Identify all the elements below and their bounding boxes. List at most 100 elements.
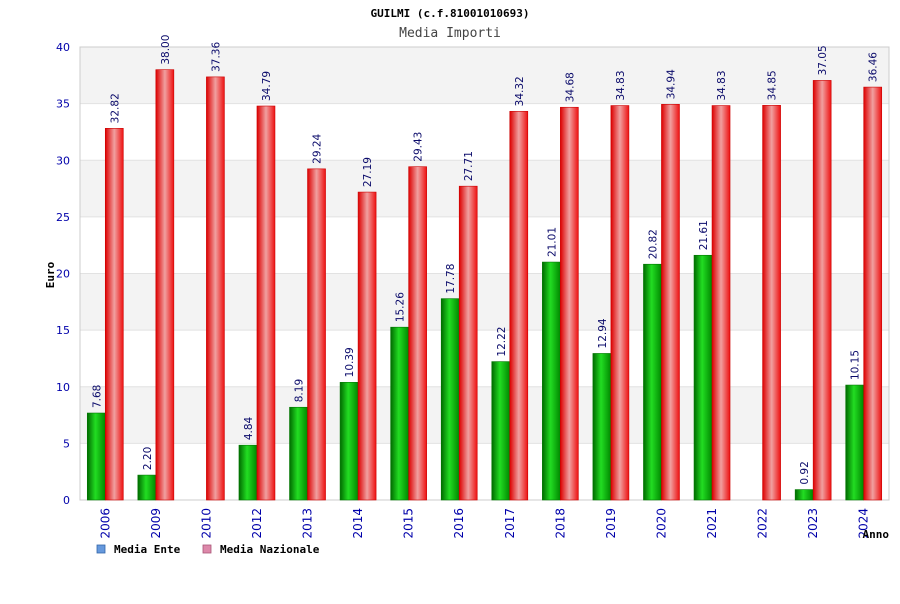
y-axis: 0 5 10 15 20 25 30 35 40	[56, 41, 70, 507]
data-label: 37.05	[817, 45, 829, 75]
x-tick-label: 2023	[806, 508, 820, 539]
x-tick-label: 2009	[149, 508, 163, 539]
data-label: 15.26	[395, 292, 407, 322]
bar-media-ente	[289, 406, 308, 501]
y-tick-label: 20	[56, 268, 70, 281]
x-tick-label: 2019	[604, 508, 618, 539]
data-label: 37.36	[210, 42, 222, 72]
bar-media-nazionale	[509, 111, 529, 501]
data-labels: 7.68 32.82 2.20 38.00 37.36 4.84 34.79 8.19 29.2…	[91, 35, 879, 485]
y-tick-label: 35	[56, 98, 70, 111]
x-axis: 2006 2009 2010 2012 2013 2014 2015 2016 2017 2018…	[98, 508, 870, 539]
bar-media-ente	[137, 474, 157, 501]
legend: Media Ente Media Nazionale	[96, 543, 320, 556]
data-label: 7.68	[91, 385, 103, 408]
bars	[86, 69, 883, 501]
data-label: 0.92	[799, 461, 811, 484]
data-label: 29.24	[312, 133, 324, 163]
bar-media-ente	[390, 326, 409, 501]
legend-swatch-nazionale	[202, 544, 212, 554]
data-label: 2.20	[142, 447, 154, 470]
bar-media-ente	[86, 412, 106, 501]
data-label: 34.83	[615, 70, 627, 100]
bar-media-ente	[592, 353, 612, 501]
x-tick-label: 2010	[199, 508, 213, 539]
data-label: 27.19	[362, 157, 374, 187]
x-tick-label: 2012	[250, 508, 264, 539]
data-label: 12.94	[597, 318, 609, 348]
bar-media-nazionale	[610, 105, 630, 501]
x-tick-label: 2017	[503, 508, 517, 539]
y-tick-label: 5	[63, 437, 70, 450]
data-label: 34.32	[514, 76, 526, 106]
y-tick-label: 25	[56, 211, 70, 224]
bar-media-nazionale	[661, 104, 680, 501]
y-tick-label: 15	[56, 324, 70, 337]
x-tick-label: 2015	[402, 508, 416, 539]
data-label: 12.22	[496, 327, 508, 357]
bar-media-ente	[491, 361, 511, 501]
data-label: 17.78	[445, 264, 457, 294]
x-tick-label: 2014	[351, 508, 365, 539]
data-label: 34.83	[716, 70, 728, 100]
bar-media-nazionale	[206, 76, 225, 501]
data-label: 32.82	[109, 93, 121, 123]
x-tick-label: 2020	[654, 508, 668, 539]
bar-media-nazionale	[711, 105, 731, 501]
legend-label-nazionale: Media Nazionale	[220, 543, 320, 556]
bar-media-nazionale	[408, 166, 427, 501]
chart-title: GUILMI (c.f.81001010693)	[371, 7, 530, 20]
bar-media-ente	[794, 489, 814, 501]
bar-media-nazionale	[812, 80, 832, 501]
bar-media-ente	[693, 254, 713, 501]
y-axis-title: Euro	[44, 261, 57, 288]
bar-media-nazionale	[357, 191, 377, 501]
legend-label-ente: Media Ente	[114, 543, 181, 556]
x-tick-label: 2016	[452, 508, 466, 539]
data-label: 38.00	[160, 35, 172, 65]
x-tick-label: 2022	[756, 508, 770, 539]
y-tick-label: 0	[63, 494, 70, 507]
x-tick-label: 2018	[553, 508, 567, 539]
y-tick-label: 10	[56, 381, 70, 394]
data-label: 36.46	[868, 52, 880, 82]
bar-media-nazionale	[762, 105, 781, 501]
bar-media-ente	[542, 261, 561, 501]
bar-media-nazionale	[863, 86, 883, 501]
bar-media-ente	[339, 382, 359, 501]
bar-media-nazionale	[104, 128, 124, 501]
bar-media-nazionale	[560, 106, 579, 501]
bar-media-nazionale	[155, 69, 175, 501]
bar-media-nazionale	[458, 185, 478, 501]
bar-media-ente	[238, 444, 258, 501]
x-tick-label: 2021	[705, 508, 719, 539]
data-label: 34.85	[767, 70, 779, 100]
bar-media-ente	[440, 298, 460, 501]
data-label: 34.68	[564, 72, 576, 102]
data-label: 34.94	[665, 69, 677, 99]
y-tick-label: 40	[56, 41, 70, 54]
data-label: 4.84	[243, 416, 255, 440]
bar-media-nazionale	[256, 105, 276, 501]
bar-media-nazionale	[307, 168, 326, 501]
data-label: 27.71	[463, 151, 475, 181]
x-tick-label: 2006	[98, 508, 112, 539]
x-tick-label: 2013	[301, 508, 315, 539]
bar-media-ente	[643, 263, 662, 501]
y-tick-label: 30	[56, 154, 70, 167]
bar-media-ente	[845, 384, 865, 501]
data-label: 34.79	[261, 71, 273, 101]
x-axis-title: Anno	[863, 528, 890, 541]
data-label: 10.15	[850, 350, 862, 380]
data-label: 21.01	[546, 227, 558, 257]
legend-swatch-ente	[96, 544, 106, 554]
data-label: 8.19	[294, 379, 306, 402]
data-label: 29.43	[413, 132, 425, 162]
data-label: 10.39	[344, 347, 356, 377]
data-label: 21.61	[698, 220, 710, 250]
chart-subtitle: Media Importi	[399, 26, 501, 41]
plot-frame	[79, 46, 890, 501]
data-label: 20.82	[647, 229, 659, 259]
